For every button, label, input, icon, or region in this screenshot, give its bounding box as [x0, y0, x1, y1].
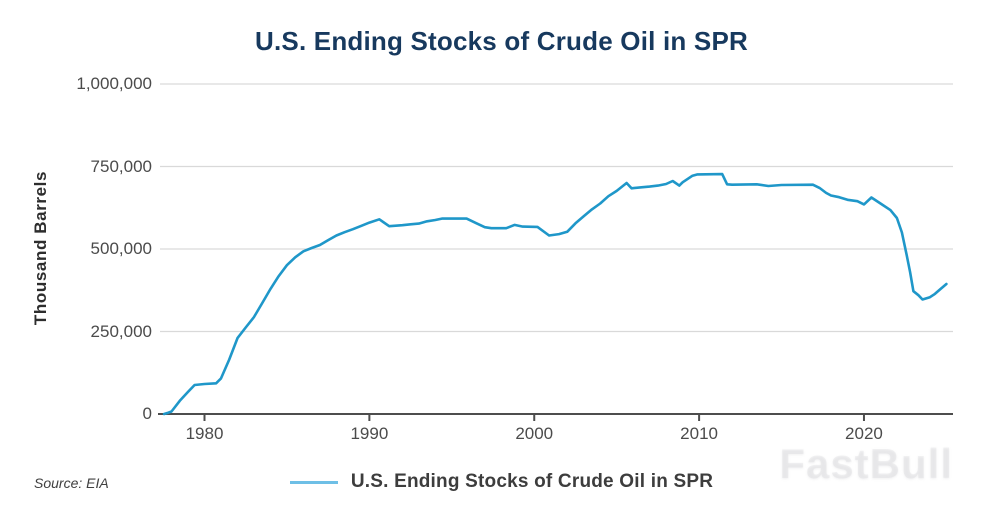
x-tick-label: 2000	[515, 424, 554, 443]
y-tick-label: 0	[142, 404, 152, 423]
x-tick-label: 1980	[185, 424, 224, 443]
y-tick-label: 500,000	[90, 239, 152, 258]
x-axis	[158, 413, 953, 421]
x-tick-label: 2020	[845, 424, 883, 443]
gridlines	[160, 83, 953, 333]
y-tick-label: 1,000,000	[76, 74, 152, 93]
y-tick-labels: 0 250,000 500,000 750,000 1,000,000	[0, 0, 152, 525]
y-tick-label: 750,000	[90, 156, 152, 176]
series-line	[162, 172, 948, 416]
x-tick-label: 1990	[350, 424, 389, 443]
watermark-fastbull: FastBull	[779, 440, 953, 487]
data-line-series	[162, 172, 948, 416]
source-note: Source: EIA	[34, 475, 109, 491]
x-tick-label: 2010	[680, 424, 719, 443]
chart-title: U.S. Ending Stocks of Crude Oil in SPR	[255, 26, 748, 56]
y-tick-label: 250,000	[90, 321, 152, 341]
